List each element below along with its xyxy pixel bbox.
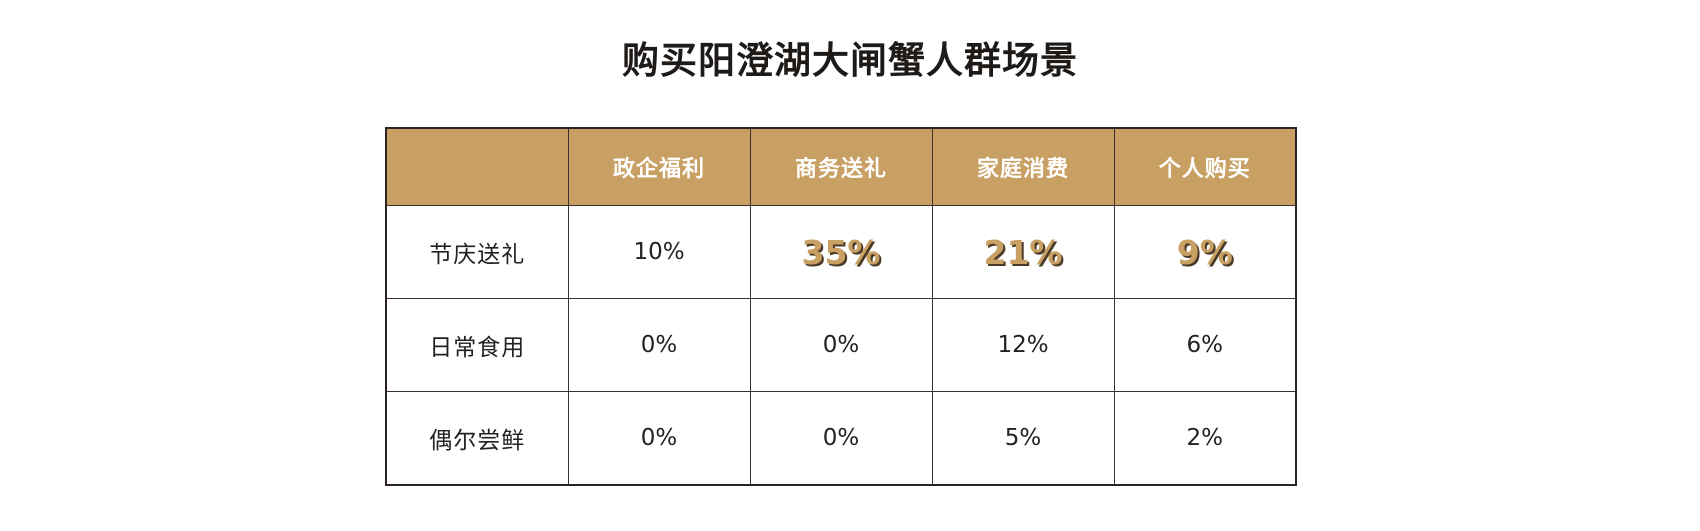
- table-cell: 0%: [567, 391, 751, 486]
- table-cell: 5%: [931, 391, 1115, 486]
- table-cell: 0%: [749, 391, 933, 486]
- table-cell-highlight: 35%: [749, 205, 933, 299]
- table-row: 日常食用 0% 0% 12% 6%: [385, 298, 1297, 392]
- table-cell: 0%: [567, 298, 751, 392]
- table-cell: 6%: [1113, 298, 1297, 392]
- column-header: 政企福利: [567, 127, 751, 206]
- table-cell: 0%: [749, 298, 933, 392]
- header-corner-cell: [385, 127, 569, 206]
- row-label: 偶尔尝鲜: [385, 391, 569, 486]
- table-row: 节庆送礼 10% 35% 21% 9%: [385, 205, 1297, 299]
- column-header: 个人购买: [1113, 127, 1297, 206]
- scene-table: 政企福利 商务送礼 家庭消费 个人购买 节庆送礼 10% 35% 21% 9% …: [385, 127, 1297, 486]
- column-header: 商务送礼: [749, 127, 933, 206]
- column-header: 家庭消费: [931, 127, 1115, 206]
- table-cell-highlight: 9%: [1113, 205, 1297, 299]
- table-cell: 10%: [567, 205, 751, 299]
- page-title: 购买阳澄湖大闸蟹人群场景: [622, 39, 1078, 82]
- table-row: 偶尔尝鲜 0% 0% 5% 2%: [385, 391, 1297, 486]
- row-label: 日常食用: [385, 298, 569, 392]
- table-cell: 12%: [931, 298, 1115, 392]
- table-cell-highlight: 21%: [931, 205, 1115, 299]
- table-cell: 2%: [1113, 391, 1297, 486]
- table-header-row: 政企福利 商务送礼 家庭消费 个人购买: [385, 127, 1297, 206]
- row-label: 节庆送礼: [385, 205, 569, 299]
